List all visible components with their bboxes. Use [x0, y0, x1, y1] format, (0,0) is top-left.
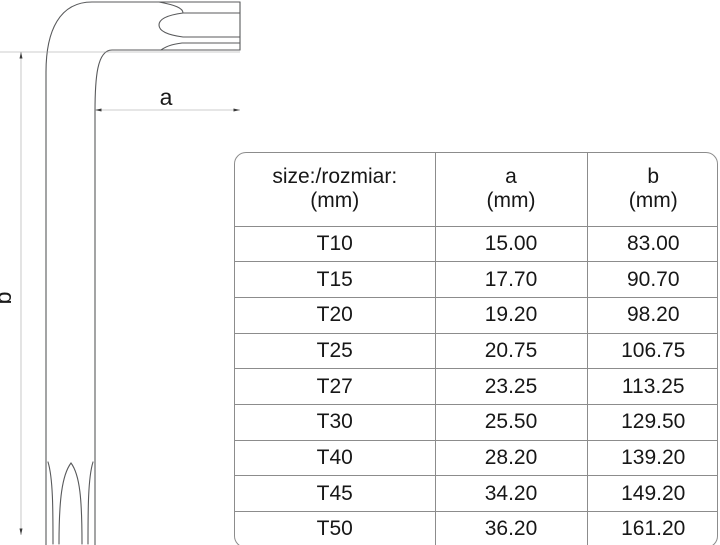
- svg-text:a: a: [160, 84, 173, 110]
- svg-text:b: b: [0, 292, 16, 305]
